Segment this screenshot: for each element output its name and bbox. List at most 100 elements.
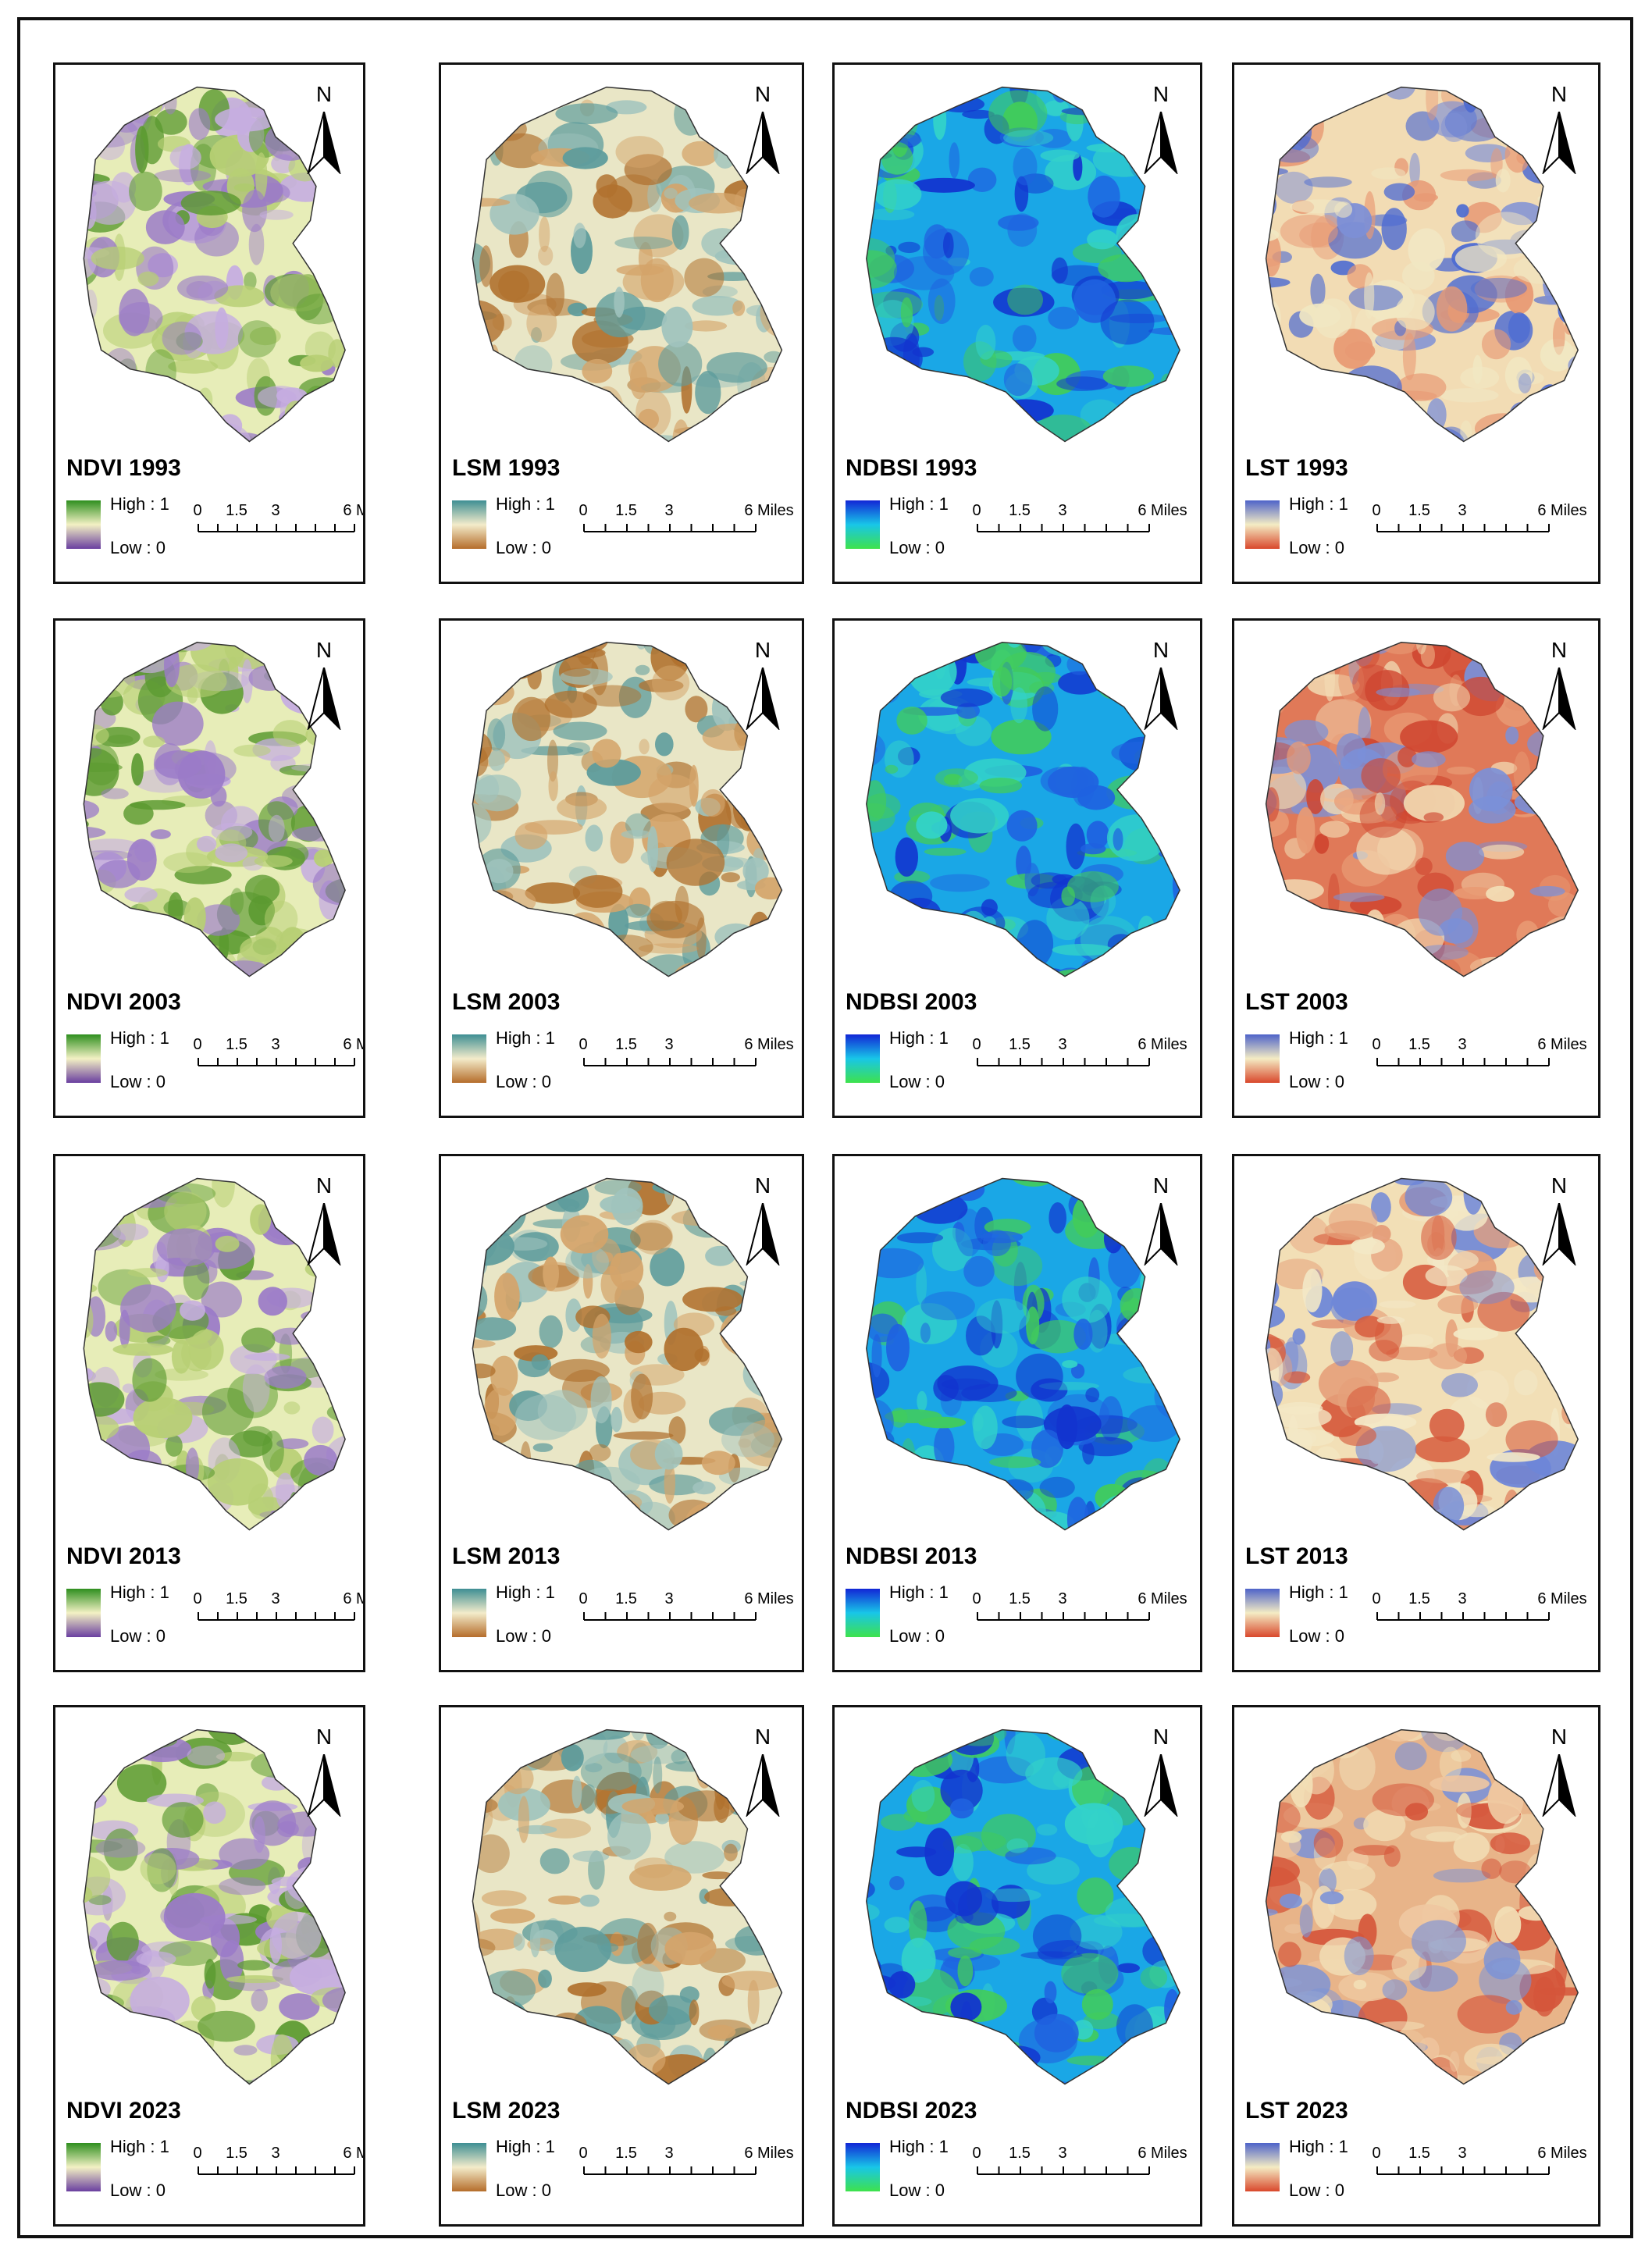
north-arrow-icon bbox=[307, 1754, 341, 1817]
scale-label: 1.5 bbox=[226, 2145, 247, 2162]
scale-label: 0 bbox=[972, 2145, 981, 2162]
north-arrow-icon bbox=[1144, 1754, 1178, 1817]
scale-label: 3 bbox=[664, 1036, 674, 1053]
legend-low-label: Low : 0 bbox=[110, 538, 166, 557]
north-arrow: N bbox=[302, 1725, 346, 1818]
scale-label: 1.5 bbox=[615, 502, 637, 519]
map-panel: LST 2013 N High : 1 Low : 0 0 1.5 3 6 Miles bbox=[1232, 1154, 1600, 1672]
scale-bar-graphic bbox=[977, 2166, 1150, 2175]
scale-label: 6 Miles bbox=[343, 502, 363, 519]
scale-label: 6 Miles bbox=[744, 1590, 794, 1607]
north-arrow: N bbox=[1537, 638, 1581, 732]
legend-color-ramp bbox=[66, 1589, 101, 1637]
scale-label: 6 Miles bbox=[1537, 1036, 1587, 1053]
scale-label: 0 bbox=[972, 1036, 981, 1053]
map-title: LSM 1993 bbox=[452, 455, 561, 481]
legend-color-ramp bbox=[846, 1589, 880, 1637]
north-arrow: N bbox=[1139, 638, 1183, 732]
legend-high-label: High : 1 bbox=[1289, 1028, 1348, 1048]
north-arrow-icon bbox=[1144, 1203, 1178, 1266]
study-area-map bbox=[83, 86, 346, 443]
scale-label: 0 bbox=[579, 2145, 588, 2162]
map-panel: LSM 1993 N High : 1 Low : 0 0 1.5 3 6 Miles bbox=[439, 62, 804, 584]
study-area-map bbox=[866, 1728, 1181, 2085]
legend-low-label: Low : 0 bbox=[889, 538, 945, 557]
study-area-map bbox=[1265, 1728, 1579, 2085]
north-arrow-icon bbox=[1542, 1754, 1576, 1817]
north-arrow: N bbox=[1139, 1173, 1183, 1267]
north-label: N bbox=[315, 82, 333, 106]
scale-bar-graphic bbox=[583, 2166, 757, 2175]
north-label: N bbox=[1551, 1725, 1568, 1749]
legend-low-label: Low : 0 bbox=[1289, 1072, 1344, 1091]
scale-label: 3 bbox=[1458, 2145, 1467, 2162]
scale-bar-graphic bbox=[1376, 524, 1550, 532]
north-arrow: N bbox=[741, 1725, 785, 1818]
north-arrow: N bbox=[1139, 1725, 1183, 1818]
map-panel: NDBSI 2003 N High : 1 Low : 0 0 1.5 3 6 Miles bbox=[832, 618, 1202, 1118]
scale-label: 1.5 bbox=[1009, 502, 1031, 519]
scale-label: 1.5 bbox=[226, 1036, 247, 1053]
north-label: N bbox=[754, 1725, 771, 1749]
map-panel: LSM 2023 N High : 1 Low : 0 0 1.5 3 6 Miles bbox=[439, 1705, 804, 2227]
scale-label: 0 bbox=[1372, 1590, 1381, 1607]
north-arrow-icon bbox=[307, 112, 341, 174]
legend-color-ramp bbox=[846, 500, 880, 549]
legend-low-label: Low : 0 bbox=[496, 1626, 551, 1646]
north-label: N bbox=[1152, 82, 1170, 106]
scale-label: 6 Miles bbox=[744, 2145, 794, 2162]
scale-label: 1.5 bbox=[226, 1590, 247, 1607]
legend-color-ramp bbox=[66, 2143, 101, 2191]
scale-label: 1.5 bbox=[1408, 502, 1430, 519]
scale-label: 3 bbox=[1058, 502, 1067, 519]
legend-low-label: Low : 0 bbox=[1289, 1626, 1344, 1646]
legend-high-label: High : 1 bbox=[889, 494, 949, 514]
scale-label: 0 bbox=[1372, 1036, 1381, 1053]
legend-high-label: High : 1 bbox=[496, 494, 555, 514]
scale-label: 3 bbox=[1058, 1036, 1067, 1053]
map-title: LSM 2023 bbox=[452, 2098, 561, 2124]
scale-label: 1.5 bbox=[615, 1590, 637, 1607]
legend-high-label: High : 1 bbox=[1289, 2137, 1348, 2156]
scale-bar-graphic bbox=[1376, 2166, 1550, 2175]
study-area-map bbox=[472, 1177, 783, 1531]
scale-bar-graphic bbox=[583, 1612, 757, 1621]
legend-high-label: High : 1 bbox=[110, 494, 169, 514]
north-label: N bbox=[1551, 638, 1568, 662]
north-arrow-icon bbox=[307, 667, 341, 730]
map-title: NDVI 2003 bbox=[66, 989, 181, 1015]
north-label: N bbox=[1152, 1725, 1170, 1749]
north-arrow-icon bbox=[746, 1203, 780, 1266]
north-label: N bbox=[1551, 82, 1568, 106]
north-arrow-icon bbox=[746, 112, 780, 174]
legend-color-ramp bbox=[452, 1034, 486, 1083]
north-arrow: N bbox=[741, 638, 785, 732]
scale-bar-graphic bbox=[977, 1612, 1150, 1621]
scale-label: 3 bbox=[271, 1590, 280, 1607]
map-panel: LSM 2003 N High : 1 Low : 0 0 1.5 3 6 Miles bbox=[439, 618, 804, 1118]
scale-bar-graphic bbox=[583, 1058, 757, 1066]
legend-color-ramp bbox=[452, 500, 486, 549]
scale-bar-graphic bbox=[977, 1058, 1150, 1066]
north-arrow-icon bbox=[1542, 1203, 1576, 1266]
legend-low-label: Low : 0 bbox=[110, 1626, 166, 1646]
scale-bar-graphic bbox=[198, 1058, 355, 1066]
map-panel: NDBSI 2013 N High : 1 Low : 0 0 1.5 3 6 Miles bbox=[832, 1154, 1202, 1672]
scale-label: 6 Miles bbox=[1138, 1590, 1187, 1607]
scale-label: 3 bbox=[1458, 1590, 1467, 1607]
legend-high-label: High : 1 bbox=[110, 2137, 169, 2156]
north-arrow-icon bbox=[746, 1754, 780, 1817]
north-label: N bbox=[754, 1173, 771, 1198]
north-arrow: N bbox=[741, 82, 785, 176]
north-arrow: N bbox=[741, 1173, 785, 1267]
study-area-map bbox=[83, 1177, 346, 1531]
legend-low-label: Low : 0 bbox=[1289, 538, 1344, 557]
study-area-map bbox=[472, 642, 783, 977]
scale-label: 3 bbox=[1058, 2145, 1067, 2162]
legend-color-ramp bbox=[1245, 1589, 1280, 1637]
map-title: NDVI 2023 bbox=[66, 2098, 181, 2124]
scale-label: 6 Miles bbox=[343, 1036, 363, 1053]
legend-low-label: Low : 0 bbox=[110, 2180, 166, 2200]
scale-label: 1.5 bbox=[615, 2145, 637, 2162]
legend-high-label: High : 1 bbox=[1289, 494, 1348, 514]
